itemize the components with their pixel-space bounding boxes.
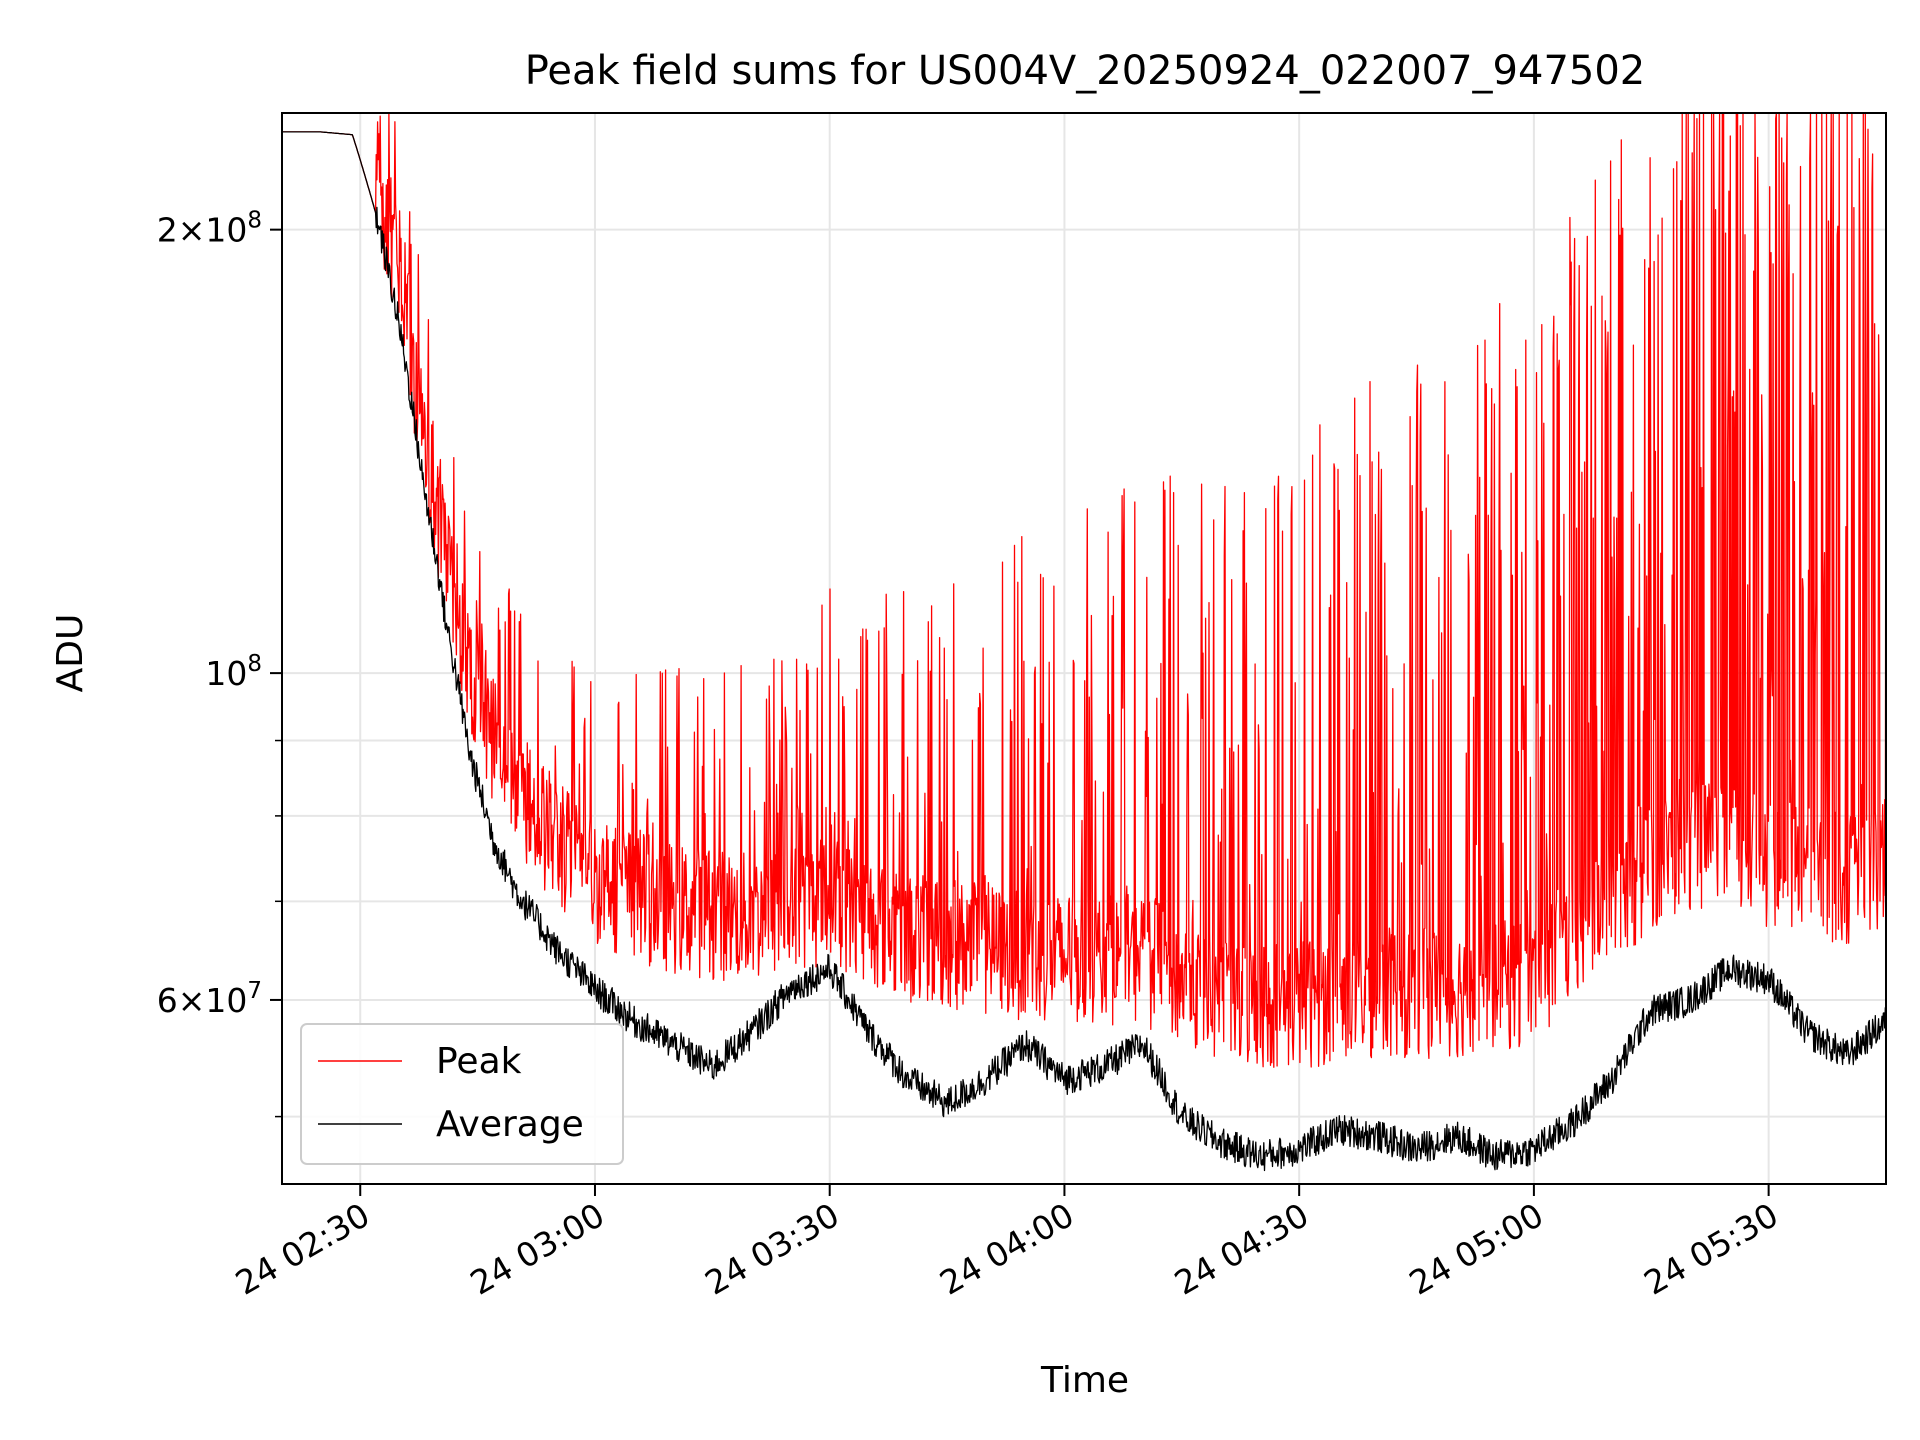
y-tick-mantissa: 2: [157, 211, 178, 250]
y-tick-exponent: 8: [247, 208, 262, 234]
y-tick-times: ×: [178, 211, 206, 250]
x-tick-label: 24 04:30: [1168, 1195, 1315, 1303]
y-tick-label: 6×107: [157, 978, 262, 1020]
chart-title: Peak field sums for US004V_20250924_0220…: [525, 48, 1646, 94]
y-tick-base: 10: [205, 211, 247, 250]
series-line-peak: [282, 112, 1887, 1068]
legend-label-peak: Peak: [436, 1041, 522, 1082]
x-tick-label: 24 05:30: [1637, 1195, 1784, 1303]
y-tick-label: 2×108: [157, 208, 262, 250]
series-line-average: [282, 131, 1887, 1172]
plot-frame: [281, 112, 1887, 1185]
x-tick-label: 24 04:00: [933, 1195, 1080, 1303]
y-tick-exponent: 8: [247, 651, 262, 677]
y-tick-label: 108: [205, 651, 262, 693]
y-tick-base: 10: [205, 981, 247, 1020]
x-axis-label: Time: [1040, 1360, 1129, 1401]
x-tick-label: 24 02:30: [229, 1195, 376, 1303]
x-tick-label: 24 03:30: [698, 1195, 845, 1303]
y-tick-base: 10: [205, 654, 247, 693]
legend: Peak Average: [300, 1023, 624, 1165]
y-axis-label: ADU: [50, 614, 91, 693]
x-tick-label: 24 03:00: [464, 1195, 611, 1303]
y-tick-exponent: 7: [247, 978, 262, 1004]
legend-box: [300, 1023, 624, 1165]
series-layer: [282, 112, 1887, 1172]
y-tick-times: ×: [178, 981, 206, 1020]
x-tick-label: 24 05:00: [1403, 1195, 1550, 1303]
legend-label-average: Average: [436, 1104, 584, 1145]
y-tick-mantissa: 6: [157, 981, 178, 1020]
